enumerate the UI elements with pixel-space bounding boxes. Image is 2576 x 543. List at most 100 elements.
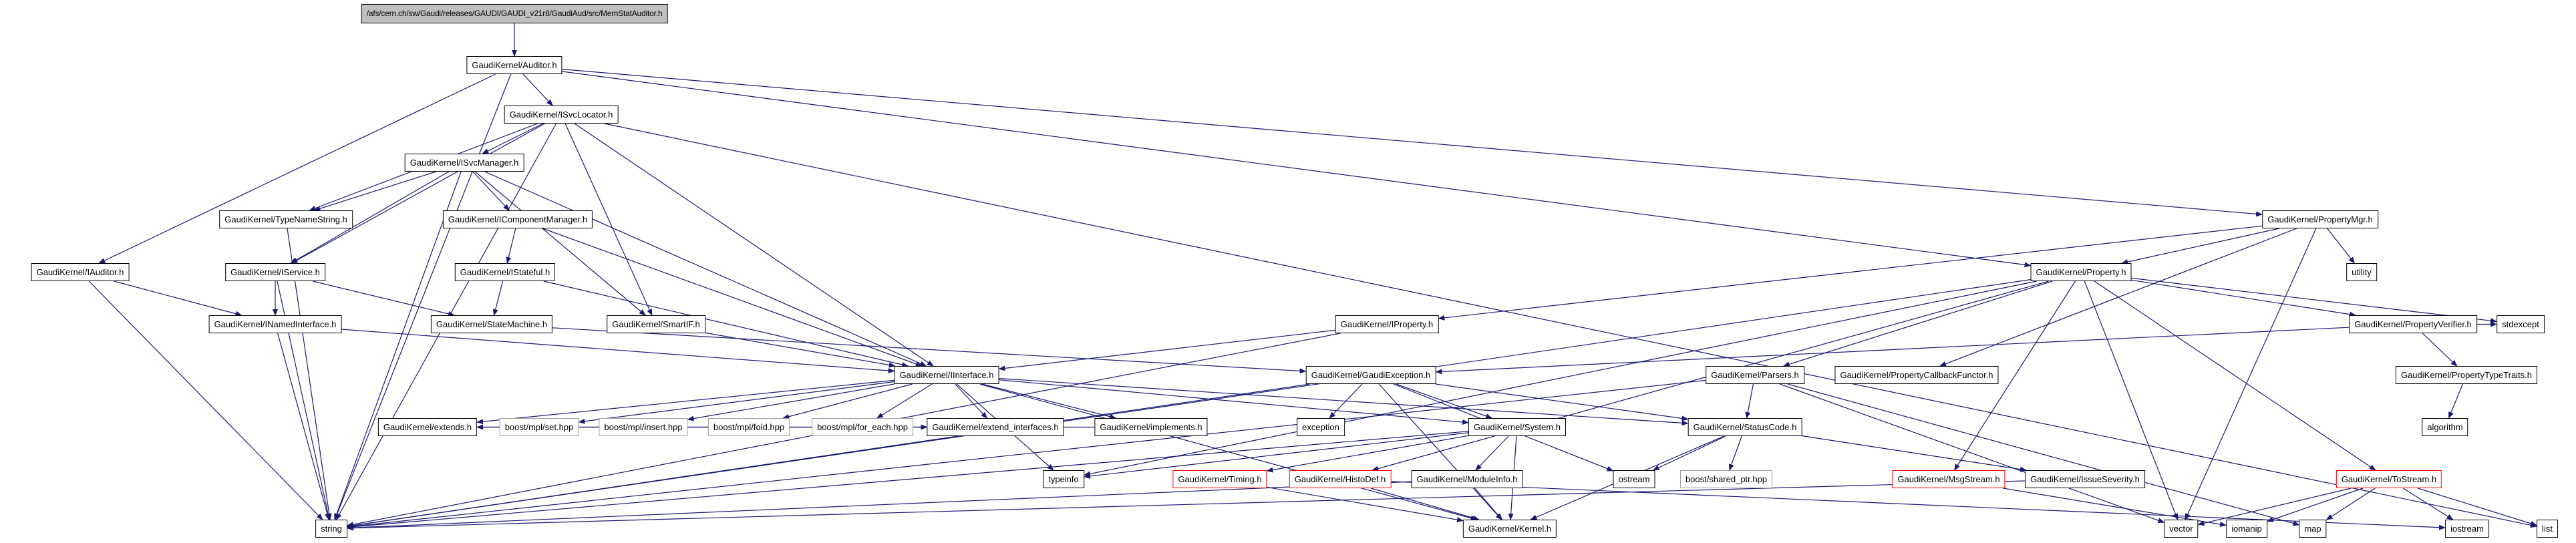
edge-system-typeinfo	[1084, 432, 1469, 479]
graph-node-isvclocator[interactable]: GaudiKernel/ISvcLocator.h	[504, 106, 619, 124]
edge-parsers-statuscode	[1745, 383, 1754, 419]
graph-node-issueseverity[interactable]: GaudiKernel/IssueSeverity.h	[2025, 470, 2145, 488]
edge-property-vector	[2084, 281, 2179, 520]
graph-node-iauditor[interactable]: GaudiKernel/IAuditor.h	[31, 263, 130, 281]
graph-node-statemachine[interactable]: GaudiKernel/StateMachine.h	[430, 315, 553, 333]
graph-node-pcf[interactable]: GaudiKernel/PropertyCallbackFunctor.h	[1834, 366, 1999, 384]
graph-node-utility: utility	[2346, 263, 2377, 281]
graph-node-title: /afs/cern.ch/sw/Gaudi/releases/GAUDI/GAU…	[361, 4, 668, 23]
edge-isvcmanager-typenamestring	[313, 171, 436, 212]
graph-node-smartif[interactable]: GaudiKernel/SmartIF.h	[607, 315, 705, 333]
edge-property-tostream	[2094, 281, 2376, 471]
graph-node-exception: exception	[1297, 418, 1345, 436]
edge-iservice-statemachine	[312, 281, 455, 317]
graph-node-mplinsert: boost/mpl/insert.hpp	[599, 418, 688, 436]
edge-auditor-property	[562, 71, 2032, 268]
graph-node-timing[interactable]: GaudiKernel/Timing.h	[1172, 470, 1267, 488]
edge-gaudiexception-kernel	[1378, 383, 1502, 520]
edge-propertymgr-iproperty	[1438, 225, 2263, 321]
graph-node-ostream: ostream	[1613, 470, 1655, 488]
edge-moduleinfo-kernel	[1474, 488, 1502, 520]
edge-tostream-map	[2325, 488, 2376, 520]
graph-node-iinterface[interactable]: GaudiKernel/IInterface.h	[894, 366, 999, 384]
graph-node-map: map	[2299, 520, 2327, 538]
edge-msgstream-iomanip	[2003, 488, 2227, 527]
graph-node-parsers[interactable]: GaudiKernel/Parsers.h	[1706, 366, 1804, 384]
edge-property-msgstream	[1954, 281, 2076, 471]
graph-node-msgstream[interactable]: GaudiKernel/MsgStream.h	[1892, 470, 2005, 488]
graph-node-auditor[interactable]: GaudiKernel/Auditor.h	[466, 56, 562, 74]
graph-node-stdexcept: stdexcept	[2497, 315, 2545, 333]
edge-iinterface-extendinterfaces	[955, 383, 988, 419]
graph-node-histodef[interactable]: GaudiKernel/HistoDef.h	[1289, 470, 1392, 488]
edge-isvcmanager-iservice	[290, 171, 450, 264]
edge-system-string	[347, 431, 1469, 530]
edge-isvcmanager-string	[334, 171, 462, 520]
graph-node-kernel[interactable]: GaudiKernel/Kernel.h	[1462, 520, 1557, 538]
edge-iinterface-implements	[981, 383, 1116, 419]
edge-iinterface-mplfold	[782, 383, 913, 419]
edge-moduleinfo-string	[347, 481, 1412, 531]
edge-property-propertyverifier	[2131, 279, 2356, 317]
graph-node-isvcmanager[interactable]: GaudiKernel/ISvcManager.h	[404, 154, 524, 172]
edge-parsers-vector	[1780, 383, 2165, 524]
graph-node-inamedinterface[interactable]: GaudiKernel/INamedInterface.h	[208, 315, 342, 333]
edge-statemachine-gaudiexception	[552, 327, 1307, 374]
edge-parsers-map	[1787, 383, 2300, 526]
edge-auditor-isvclocator	[522, 73, 553, 106]
graph-node-icomponentmanager[interactable]: GaudiKernel/IComponentManager.h	[442, 210, 593, 228]
edge-isvclocator-iservice	[291, 123, 545, 264]
edge-iauditor-inamedinterface	[114, 281, 243, 317]
graph-node-property[interactable]: GaudiKernel/Property.h	[2030, 263, 2132, 281]
edge-propertymgr-vector	[2185, 228, 2317, 520]
graph-node-iostream: iostream	[2445, 520, 2489, 538]
graph-node-tostream[interactable]: GaudiKernel/ToStream.h	[2336, 470, 2442, 488]
graph-node-propertymgr[interactable]: GaudiKernel/PropertyMgr.h	[2262, 210, 2378, 228]
edge-auditor-iauditor	[98, 73, 496, 264]
edge-istateful-statemachine	[492, 281, 504, 316]
edge-statuscode-sharedptr	[1729, 435, 1742, 471]
edge-tostream-iostream	[2402, 488, 2454, 520]
graph-node-propertyverifier[interactable]: GaudiKernel/PropertyVerifier.h	[2349, 315, 2477, 333]
edge-system-timing	[1266, 435, 1469, 473]
graph-node-typeinfo: typeinfo	[1043, 470, 1084, 488]
graph-node-implements[interactable]: GaudiKernel/implements.h	[1094, 418, 1208, 436]
edge-isvcmanager-icomponentmanager	[472, 171, 510, 211]
edge-gaudiexception-system	[1396, 383, 1493, 419]
edge-propertyverifier-gaudiexception	[1435, 327, 2350, 375]
edge-isvcmanager-iinterface	[484, 171, 927, 367]
edge-icomponentmanager-iinterface	[542, 228, 923, 367]
graph-node-typenamestring[interactable]: GaudiKernel/TypeNameString.h	[219, 210, 353, 228]
graph-node-system[interactable]: GaudiKernel/System.h	[1468, 418, 1567, 436]
graph-node-ptt[interactable]: GaudiKernel/PropertyTypeTraits.h	[2395, 366, 2538, 384]
edge-histodef-kernel	[1371, 488, 1480, 521]
edge-isvclocator-isvcmanager	[482, 123, 544, 154]
edge-iinterface-mplinsert	[687, 383, 895, 421]
graph-node-mplfold: boost/mpl/fold.hpp	[707, 418, 790, 436]
graph-node-gaudiexception[interactable]: GaudiKernel/GaudiException.h	[1305, 366, 1436, 384]
edge-property-typeinfo	[1084, 281, 2037, 477]
edge-auditor-string	[334, 73, 512, 520]
edge-iinterface-mplforeach	[876, 383, 933, 419]
graph-node-iproperty[interactable]: GaudiKernel/IProperty.h	[1335, 315, 1439, 333]
edge-gaudiexception-statuscode	[1435, 383, 1689, 421]
graph-node-iomanip: iomanip	[2226, 520, 2267, 538]
edge-propertymgr-utility	[2327, 228, 2356, 264]
graph-node-istateful[interactable]: GaudiKernel/IStateful.h	[454, 263, 556, 281]
edge-issueseverity-string	[347, 480, 2026, 531]
edge-property-stdexcept	[2131, 277, 2497, 324]
edge-propertyverifier-ptt	[2422, 333, 2458, 367]
graph-node-extends[interactable]: GaudiKernel/extends.h	[377, 418, 478, 436]
edge-isvclocator-iinterface	[574, 123, 934, 367]
graph-node-moduleinfo[interactable]: GaudiKernel/ModuleInfo.h	[1411, 470, 1523, 488]
graph-node-statuscode[interactable]: GaudiKernel/StatusCode.h	[1687, 418, 1802, 436]
graph-node-iservice[interactable]: GaudiKernel/IService.h	[225, 263, 325, 281]
edge-inamedinterface-string	[277, 333, 330, 520]
edge-system-moduleinfo	[1475, 435, 1509, 471]
graph-node-extendinterfaces[interactable]: GaudiKernel/extend_interfaces.h	[927, 418, 1064, 436]
graph-node-mplforeach: boost/mpl/for_each.hpp	[812, 418, 913, 436]
edge-istateful-iinterface	[543, 281, 909, 367]
edge-iinterface-system	[999, 379, 1469, 425]
